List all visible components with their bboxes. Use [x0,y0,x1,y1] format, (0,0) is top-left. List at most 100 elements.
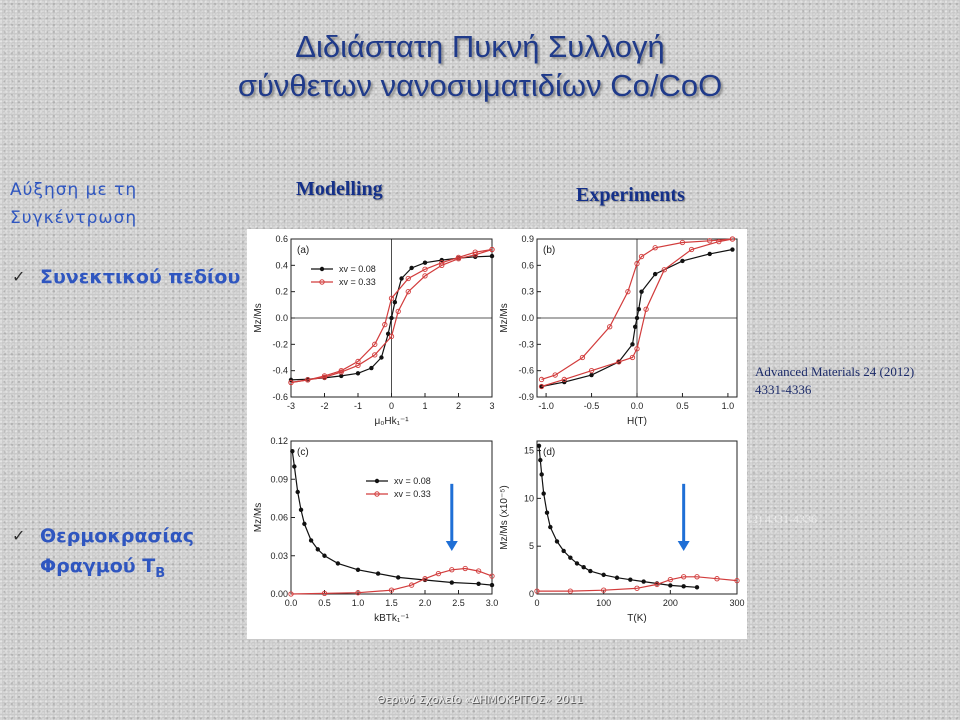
series-line [541,238,733,388]
x-axis-label: T(K) [627,613,646,624]
data-point [315,547,320,552]
y-tick-label: 0.03 [270,551,288,561]
data-point [396,575,401,580]
x-axis-label: H(T) [627,416,647,427]
data-point [476,581,481,586]
data-point [295,489,300,495]
data-point [339,373,344,379]
data-point [601,587,607,593]
data-point [630,342,635,347]
legend-label: xv = 0.08 [339,264,376,274]
x-tick-label: 0 [389,401,394,411]
data-point [707,238,713,244]
legend-marker [374,478,380,484]
y-tick-label: 0.2 [275,287,288,297]
data-point [667,577,673,583]
x-axis-label: kBTk₁⁻¹ [374,613,409,624]
data-point [634,260,640,267]
y-tick-label: 0 [529,589,534,599]
bullet-text: Συνεκτικού πεδίου [40,266,241,288]
data-point [422,576,428,582]
data-point [567,588,573,594]
y-tick-label: 0.0 [521,313,534,323]
x-tick-label: 1 [422,401,427,411]
x-tick-label: 0.0 [631,401,644,411]
data-point [632,324,638,329]
legend-label: xv = 0.33 [394,489,431,499]
data-point [548,524,553,530]
data-point [628,577,633,582]
data-point [661,267,667,273]
bullet-text-main: Θερμοκρασίας Φραγμού T [40,525,195,577]
series-line [290,248,493,384]
x-tick-label: 2.0 [419,598,432,608]
data-point [489,582,495,588]
data-point [382,321,388,328]
data-point [639,289,644,294]
y-tick-label: 0.06 [270,513,288,523]
data-point [636,307,642,312]
y-axis-label: Mz/Ms [253,303,264,332]
series-line [290,248,493,384]
series-line [290,567,493,595]
y-tick-label: 0.0 [275,313,288,323]
data-point [634,346,640,352]
data-point [379,355,384,360]
x-tick-label: 3.0 [486,598,499,608]
data-point [707,251,712,257]
data-point [625,289,631,295]
experiments-label: Experiments [576,184,685,206]
legend-marker [319,266,325,272]
data-point [541,491,546,496]
y-tick-label: 0.12 [270,436,288,446]
checkmark-icon: ✓ [12,267,26,286]
data-point [538,383,545,390]
data-point [455,256,462,262]
x-tick-label: 0 [534,598,539,608]
data-point [716,238,722,245]
data-point [388,333,395,340]
data-point [422,273,428,279]
bullet-subscript: B [155,565,166,581]
data-point [734,577,740,584]
data-point [439,262,445,268]
y-tick-label: -0.6 [272,392,288,402]
series-line [541,238,733,380]
data-point [355,358,361,365]
data-point [395,308,401,315]
y-axis-label: Mz/Ms (x10⁻⁵) [499,485,510,549]
data-point [388,587,395,593]
data-point [534,588,540,594]
data-point [730,247,735,252]
chart-panel-2: -1.0 -0.5 0.0 0.5 1.0 -0.9 -0.6 -0.3 0.0 0.3 0.6 0.… [499,234,738,427]
data-point [475,568,482,574]
x-tick-label: 2 [456,401,461,411]
data-point [388,295,395,301]
x-tick-label: -1.0 [538,401,554,411]
data-point [679,239,686,246]
data-point [681,574,687,580]
y-tick-label: -0.9 [518,392,534,402]
data-point [305,377,311,383]
data-point [652,245,658,251]
x-tick-label: 300 [729,598,744,608]
chart-panel-3: 0.0 0.5 1.0 1.5 2.0 2.5 3.0 0.00 0.03 0.06 0.09 0.1… [253,436,498,624]
checkmark-icon: ✓ [12,526,26,545]
data-point [322,553,327,558]
y-tick-label: -0.3 [518,339,534,349]
data-point [544,510,550,515]
data-point [408,582,415,588]
panel-label: (a) [297,245,309,256]
data-point [405,275,411,282]
reference-line1: Advanced Materials 24 (2012) [755,364,915,379]
data-point [616,359,622,365]
data-point [579,354,586,361]
data-point [472,252,478,258]
data-point [643,306,649,312]
figure-panels: -3 -2 -1 0 1 2 3 -0.6 -0.4 -0.2 0.0 0.2 0.4 0.6 (a) μ₀H… [247,229,747,639]
data-point [355,590,361,596]
x-tick-label: 200 [663,598,678,608]
data-point [369,365,374,371]
y-tick-label: -0.2 [272,339,288,349]
series-line [537,576,738,592]
